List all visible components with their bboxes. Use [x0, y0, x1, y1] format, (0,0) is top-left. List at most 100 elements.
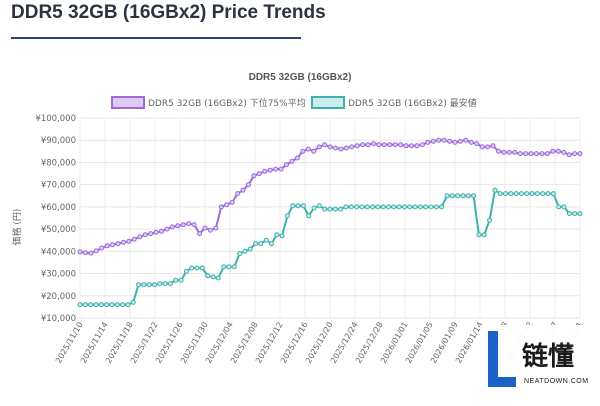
- series-0-point[interactable]: [566, 152, 572, 158]
- series-0-point[interactable]: [452, 139, 458, 145]
- series-1-point[interactable]: [497, 191, 503, 197]
- series-1-point[interactable]: [284, 213, 290, 219]
- series-0-point[interactable]: [240, 187, 246, 193]
- legend-label-lower75[interactable]: DDR5 32GB (16GBx2) 下位75%平均: [148, 97, 306, 109]
- series-1-point[interactable]: [417, 204, 423, 210]
- series-0-point[interactable]: [561, 149, 567, 155]
- series-0-point[interactable]: [349, 144, 355, 150]
- series-0-point[interactable]: [517, 151, 523, 157]
- series-1-point[interactable]: [231, 264, 237, 270]
- series-0-point[interactable]: [485, 144, 491, 150]
- series-1-point[interactable]: [104, 302, 110, 308]
- series-0-point[interactable]: [229, 199, 235, 205]
- legend-swatch-lowest[interactable]: [311, 96, 345, 109]
- series-0-point[interactable]: [550, 148, 556, 154]
- series-0-point[interactable]: [267, 167, 273, 173]
- series-0-point[interactable]: [376, 142, 382, 148]
- series-0-point[interactable]: [539, 151, 545, 157]
- series-0-point[interactable]: [474, 141, 480, 147]
- series-1-point[interactable]: [412, 204, 418, 210]
- series-1-point[interactable]: [327, 206, 333, 212]
- series-0-point[interactable]: [387, 142, 393, 148]
- series-0-point[interactable]: [131, 236, 137, 242]
- series-1-point[interactable]: [300, 203, 306, 209]
- series-1-point[interactable]: [332, 206, 338, 212]
- series-1-point[interactable]: [242, 248, 248, 254]
- series-1-point[interactable]: [178, 277, 184, 283]
- series-0-point[interactable]: [577, 151, 583, 157]
- series-1-point[interactable]: [322, 206, 328, 212]
- series-1-point[interactable]: [433, 204, 439, 210]
- series-0-point[interactable]: [409, 143, 414, 149]
- series-0-point[interactable]: [354, 143, 360, 149]
- series-0-point[interactable]: [398, 142, 404, 148]
- series-0-point[interactable]: [311, 148, 317, 154]
- series-0-point[interactable]: [180, 222, 186, 228]
- series-1-point[interactable]: [449, 193, 455, 199]
- series-0-point[interactable]: [137, 234, 143, 240]
- series-0-point[interactable]: [322, 142, 328, 148]
- series-0-point[interactable]: [338, 146, 344, 152]
- series-1-point[interactable]: [141, 282, 147, 288]
- series-0-point[interactable]: [99, 245, 105, 251]
- series-1-point[interactable]: [136, 282, 141, 288]
- series-1-point[interactable]: [354, 204, 360, 210]
- series-1-point[interactable]: [492, 187, 498, 193]
- series-0-point[interactable]: [88, 250, 94, 256]
- series-1-point[interactable]: [550, 191, 556, 197]
- series-0-point[interactable]: [294, 155, 300, 161]
- series-1-point[interactable]: [82, 302, 88, 308]
- series-1-point[interactable]: [226, 264, 232, 270]
- series-1-point[interactable]: [370, 204, 376, 210]
- series-0-point[interactable]: [153, 229, 159, 235]
- series-0-point[interactable]: [273, 166, 279, 172]
- series-1-point[interactable]: [183, 268, 189, 274]
- series-1-point[interactable]: [428, 204, 434, 210]
- series-1-point[interactable]: [481, 232, 487, 238]
- series-1-point[interactable]: [290, 203, 296, 209]
- series-0-point[interactable]: [262, 168, 268, 174]
- series-0-point[interactable]: [381, 142, 387, 148]
- series-0-point[interactable]: [121, 239, 126, 245]
- series-1-point[interactable]: [215, 275, 221, 281]
- series-1-point[interactable]: [391, 204, 397, 210]
- series-1-point[interactable]: [556, 204, 562, 210]
- series-1-point[interactable]: [274, 232, 280, 238]
- series-0-point[interactable]: [419, 142, 425, 148]
- series-0-point[interactable]: [457, 138, 463, 144]
- series-0-point[interactable]: [169, 224, 175, 230]
- series-0-point[interactable]: [300, 148, 306, 154]
- series-0-point[interactable]: [447, 138, 453, 144]
- series-1-point[interactable]: [572, 211, 578, 217]
- series-1-point[interactable]: [77, 302, 83, 308]
- series-1-point[interactable]: [396, 204, 402, 210]
- series-1-point[interactable]: [545, 191, 551, 197]
- series-0-point[interactable]: [256, 171, 262, 177]
- series-1-point[interactable]: [306, 213, 312, 219]
- series-0-point[interactable]: [463, 137, 469, 143]
- series-0-point[interactable]: [126, 238, 132, 244]
- series-1-point[interactable]: [444, 193, 450, 199]
- series-0-point[interactable]: [77, 249, 83, 255]
- series-1-point[interactable]: [561, 204, 567, 210]
- series-1-point[interactable]: [98, 302, 104, 308]
- series-0-point[interactable]: [371, 141, 376, 147]
- series-0-point[interactable]: [159, 228, 164, 234]
- series-0-point[interactable]: [224, 202, 230, 208]
- series-0-point[interactable]: [523, 151, 529, 157]
- series-1-point[interactable]: [540, 191, 546, 197]
- series-1-point[interactable]: [167, 281, 173, 287]
- series-0-point[interactable]: [512, 149, 518, 155]
- series-1-point[interactable]: [205, 273, 211, 279]
- series-0-point[interactable]: [278, 166, 284, 172]
- series-0-point[interactable]: [544, 151, 550, 157]
- series-0-point[interactable]: [436, 137, 442, 143]
- series-0-point[interactable]: [392, 142, 398, 148]
- series-0-point[interactable]: [197, 231, 203, 237]
- series-1-point[interactable]: [338, 206, 344, 212]
- series-0-point[interactable]: [251, 173, 257, 179]
- series-0-point[interactable]: [479, 144, 485, 150]
- series-1-point[interactable]: [375, 204, 381, 210]
- series-1-point[interactable]: [407, 204, 413, 210]
- series-1-point[interactable]: [247, 246, 253, 252]
